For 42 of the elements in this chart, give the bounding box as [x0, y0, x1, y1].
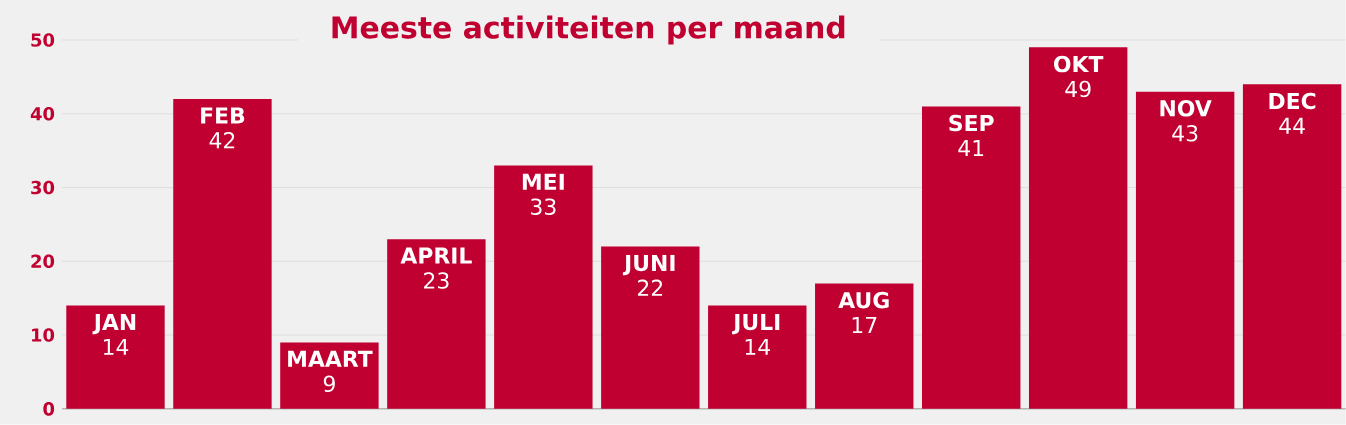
x-tick-label: FEB: [201, 107, 245, 124]
data-label: 14: [103, 338, 129, 355]
x-tick-label: JULI: [732, 314, 780, 335]
x-tick-label: JAN: [92, 314, 136, 335]
data-label: 22: [637, 279, 663, 296]
bar: [1028, 47, 1128, 409]
bar: [922, 106, 1021, 409]
data-label: 33: [531, 198, 556, 216]
y-tick-label: 50: [31, 33, 55, 47]
x-tick-label: MEI: [522, 173, 564, 190]
bar: [1135, 91, 1235, 409]
y-tick-label: 40: [30, 107, 55, 121]
x-tick-label: DEC: [1269, 92, 1316, 110]
chart-title: Meeste activiteiten per maand: [332, 15, 845, 45]
bar: [601, 246, 700, 409]
bar: [708, 305, 807, 409]
data-label: 14: [745, 338, 770, 355]
data-label: 17: [852, 317, 877, 334]
x-tick-label: MAART: [288, 350, 373, 367]
bar: [173, 99, 272, 409]
y-tick-label: 20: [31, 254, 55, 269]
data-label: 44: [1279, 117, 1305, 134]
data-label: 41: [958, 140, 984, 156]
data-label: 43: [1172, 125, 1198, 142]
x-tick-label: AUG: [838, 291, 889, 309]
bar: [815, 283, 914, 409]
x-tick-label: JUNI: [622, 255, 675, 276]
data-label: 49: [1065, 80, 1091, 98]
bar: [66, 305, 165, 409]
x-tick-label: OKT: [1054, 55, 1104, 73]
x-tick-label: SEP: [949, 114, 994, 132]
bar: [1242, 84, 1342, 409]
x-tick-label: NOV: [1160, 100, 1212, 117]
y-tick-label: 10: [32, 328, 55, 342]
y-tick-label: 0: [43, 402, 55, 416]
data-label: 23: [424, 272, 449, 289]
y-tick-label: 30: [31, 180, 55, 195]
data-label: 42: [209, 132, 235, 149]
bar: [494, 165, 593, 409]
x-tick-label: APRIL: [400, 247, 472, 264]
data-label: 9: [323, 375, 335, 393]
bar: [387, 239, 486, 409]
